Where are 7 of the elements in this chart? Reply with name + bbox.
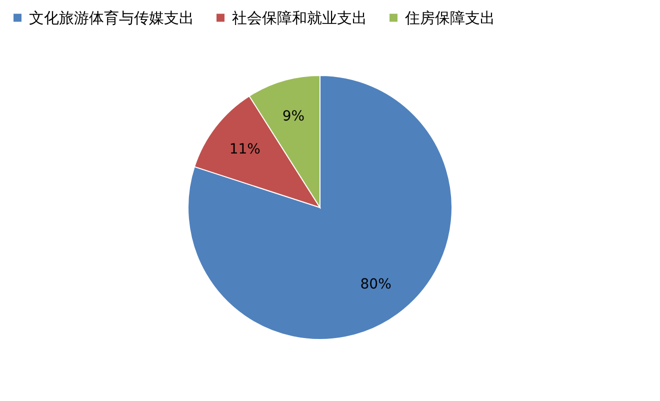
data-label: 9%	[282, 108, 305, 124]
data-label: 80%	[360, 276, 392, 292]
legend-label: 社会保障和就业支出	[232, 8, 367, 27]
pie-slice	[188, 75, 452, 340]
legend-label: 住房保障支出	[404, 8, 495, 27]
legend-label: 文化旅游体育与传媒支出	[29, 8, 194, 27]
data-label: 11%	[229, 141, 260, 158]
